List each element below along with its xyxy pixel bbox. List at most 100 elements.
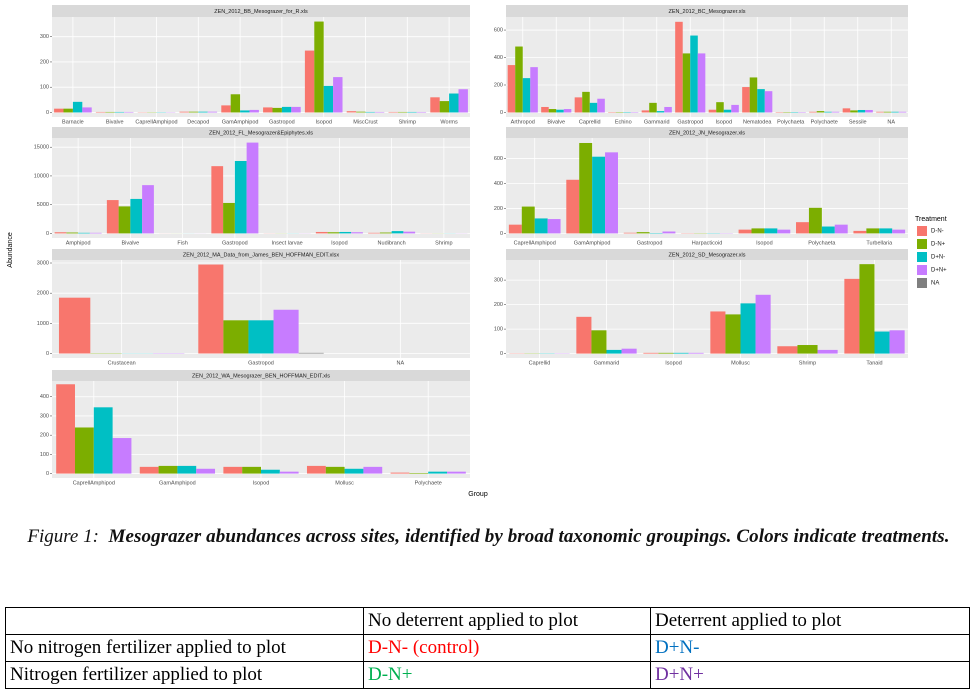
bar <box>351 232 363 234</box>
bar <box>579 142 593 234</box>
bar <box>325 466 345 474</box>
bar <box>263 107 273 113</box>
x-tick-label: Gastropod <box>269 119 295 125</box>
x-tick-label: Echino <box>615 119 632 125</box>
x-tick-label: Isopod <box>315 119 332 125</box>
facet-title: ZEN_2012_BC_Mesograzer.xls <box>668 9 745 15</box>
bar <box>857 109 866 113</box>
table-cell: D+N+ <box>650 661 970 689</box>
bar <box>248 320 274 354</box>
y-tick-label: 400 <box>40 394 49 400</box>
bar <box>690 35 698 113</box>
x-tick-label: Arthropod <box>511 119 535 125</box>
bar <box>876 111 884 113</box>
bar <box>725 314 741 354</box>
x-tick-label: Sessile <box>849 119 867 125</box>
x-tick-label: Isopod <box>715 119 732 125</box>
x-tick-label: MiscCrust <box>353 119 378 125</box>
y-tick-label: 0 <box>46 471 49 477</box>
bar <box>430 97 440 113</box>
bar <box>643 352 659 354</box>
bar <box>368 232 380 234</box>
plot-panel <box>52 17 470 117</box>
x-tick-label: Harpacticoid <box>692 240 723 246</box>
y-tick-label: 0 <box>500 231 503 237</box>
bar <box>738 229 752 234</box>
x-tick-label: Gastropod <box>222 240 248 246</box>
bar <box>333 77 343 113</box>
x-tick-label: NA <box>397 360 405 366</box>
x-tick-label: Shrimp <box>435 240 452 246</box>
y-tick-label: 600 <box>494 28 503 34</box>
bar <box>339 231 352 234</box>
bar <box>72 101 83 113</box>
bar <box>458 89 468 113</box>
bar <box>723 109 732 113</box>
bar <box>697 53 706 113</box>
x-tick-label: CaprellAmphipod <box>514 240 556 246</box>
x-tick-label: Gastropod <box>637 240 663 246</box>
bar <box>522 78 531 113</box>
facet-title: ZEN_2012_WA_Mesograzer_BEN_HOFFMAN_EDIT.… <box>192 373 330 379</box>
bar <box>606 349 622 354</box>
bar <box>796 222 809 234</box>
x-tick-label: Shrimp <box>399 119 416 125</box>
bar <box>865 109 873 113</box>
bar <box>365 111 375 113</box>
plot-panel <box>506 17 908 117</box>
y-tick-label: 15000 <box>34 145 49 151</box>
x-tick-label: Bivalve <box>106 119 124 125</box>
bar <box>821 226 835 234</box>
bar <box>63 108 73 113</box>
x-tick-label: Nudibranch <box>378 240 406 246</box>
bar <box>246 142 259 234</box>
bar <box>797 345 818 354</box>
caption: Figure 1: Mesograzer abundances across s… <box>10 523 967 551</box>
bar <box>682 53 691 113</box>
legend-title: Treatment <box>915 216 947 223</box>
bar <box>327 232 340 234</box>
bar <box>850 110 858 113</box>
bar <box>591 330 607 354</box>
bar <box>808 207 822 234</box>
bar <box>563 109 572 113</box>
x-tick-label: Insect larvae <box>272 240 303 246</box>
bar <box>891 111 899 113</box>
x-tick-label: Polychaete <box>811 119 838 125</box>
y-tick-label: 200 <box>494 206 503 212</box>
x-tick-label: Bivalve <box>122 240 140 246</box>
treatment-table: No deterrent applied to plot Deterrent a… <box>5 607 970 689</box>
y-tick-label: 300 <box>494 278 503 284</box>
bar <box>356 111 366 113</box>
bar <box>304 50 315 113</box>
y-tick-label: 100 <box>40 85 49 91</box>
bar <box>515 46 523 113</box>
bar <box>291 106 301 113</box>
bar <box>566 179 580 234</box>
bar <box>374 111 385 113</box>
bar <box>889 330 905 354</box>
y-tick-label: 300 <box>40 34 49 40</box>
bar <box>673 352 689 354</box>
bar <box>641 110 650 113</box>
row-label: Nitrogen fertilizer applied to plot <box>5 661 364 689</box>
bar <box>95 111 106 113</box>
y-tick-label: 200 <box>494 82 503 88</box>
facet-strip <box>506 5 908 17</box>
x-tick-label: Bivalve <box>547 119 565 125</box>
bar <box>54 108 64 113</box>
bar <box>844 278 860 354</box>
y-tick-label: 200 <box>40 59 49 65</box>
x-tick-label: Gastropod <box>677 119 703 125</box>
bar <box>388 111 398 113</box>
facet-strip <box>52 370 470 381</box>
bar <box>605 152 618 234</box>
bar <box>58 297 91 354</box>
bar <box>363 466 383 474</box>
bar <box>582 91 590 113</box>
bar <box>664 106 672 113</box>
bar <box>379 232 392 234</box>
bar <box>198 264 224 354</box>
bar <box>576 316 592 354</box>
bar <box>710 311 726 354</box>
